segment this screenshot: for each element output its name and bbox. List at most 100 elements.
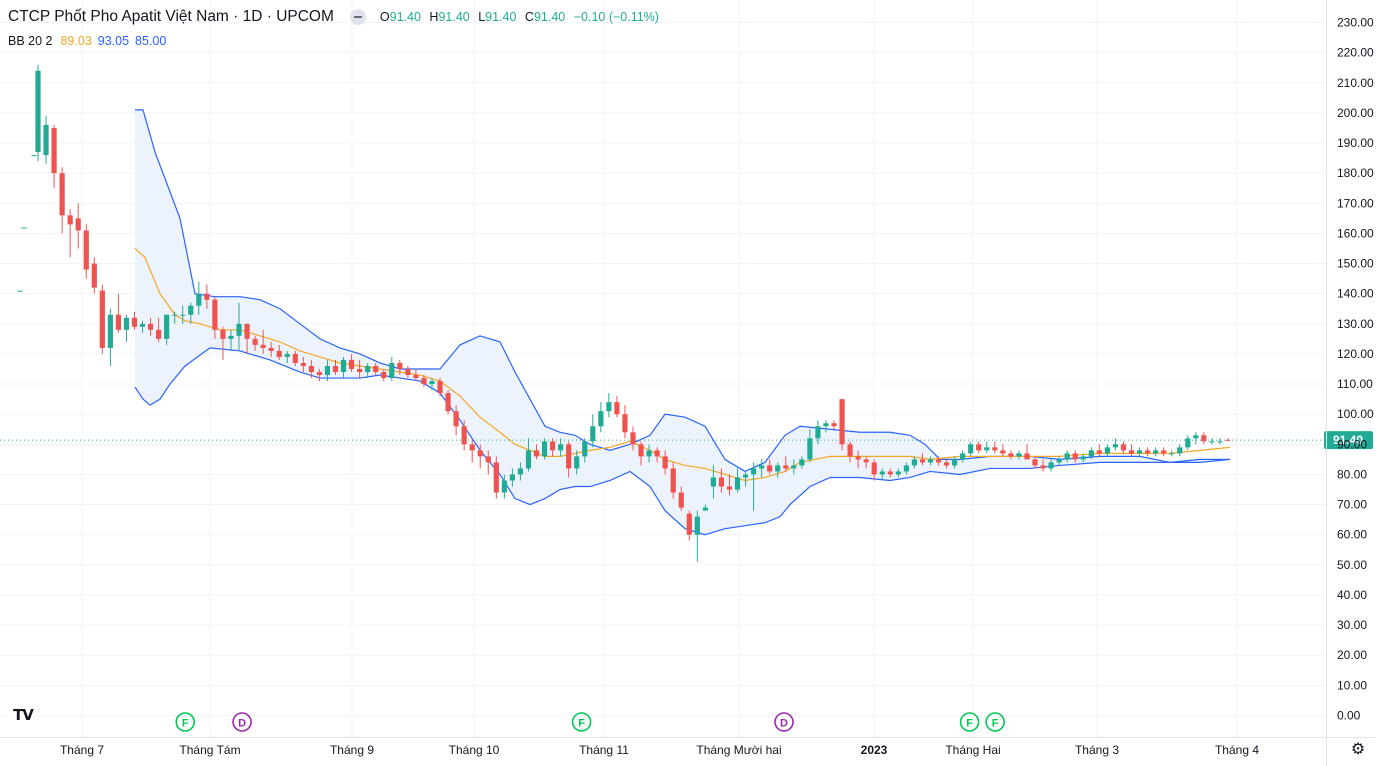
candle xyxy=(421,375,427,388)
candle-body xyxy=(927,459,934,463)
candle xyxy=(1056,456,1062,466)
y-tick-label: 210.00 xyxy=(1337,76,1374,90)
y-tick-label: 40.00 xyxy=(1337,588,1367,602)
candle xyxy=(1040,459,1046,472)
candle-body xyxy=(678,492,684,508)
candle-body xyxy=(437,381,443,394)
candle xyxy=(903,462,909,475)
dividend-marker[interactable]: D xyxy=(232,712,252,732)
candle-body xyxy=(517,468,524,475)
candle-body xyxy=(1217,441,1223,443)
candle xyxy=(1136,447,1143,457)
candle-body xyxy=(759,465,765,469)
candle-body xyxy=(558,444,564,451)
earnings-marker[interactable]: F xyxy=(571,712,592,732)
candle-body xyxy=(35,70,41,153)
candle xyxy=(276,344,282,360)
candle xyxy=(260,329,266,354)
candle xyxy=(606,393,612,418)
candle-body xyxy=(847,444,853,457)
low-label: L xyxy=(478,10,486,24)
candle xyxy=(871,459,877,481)
candle xyxy=(139,320,146,333)
candle-body xyxy=(823,423,829,427)
candle-body xyxy=(710,477,717,487)
candle-body xyxy=(292,353,298,363)
x-tick-label: Tháng 11 xyxy=(579,743,629,757)
candle xyxy=(107,308,113,366)
candle xyxy=(855,450,861,469)
high-label: H xyxy=(429,10,439,24)
candle-body xyxy=(630,432,636,445)
candle xyxy=(751,462,757,511)
event-marker-circle xyxy=(175,712,196,732)
candle xyxy=(895,468,901,478)
y-tick-label: 170.00 xyxy=(1337,196,1374,210)
candle-body xyxy=(172,314,178,316)
candle-body xyxy=(469,444,475,451)
candle xyxy=(75,203,81,249)
indicator-name: BB 20 2 xyxy=(8,34,53,48)
candle-body xyxy=(606,402,612,412)
candle xyxy=(501,474,507,499)
y-tick-label: 200.00 xyxy=(1337,106,1374,120)
candle-body xyxy=(783,465,789,469)
candle-body xyxy=(1024,453,1030,460)
candle xyxy=(156,317,162,342)
candle-body xyxy=(421,378,427,385)
eye-toggle-icon[interactable] xyxy=(349,9,366,25)
candle-body xyxy=(1120,444,1127,451)
candle-body xyxy=(952,459,958,466)
candle xyxy=(549,438,556,457)
candle-body xyxy=(855,456,861,460)
event-marker-letter: F xyxy=(966,718,973,730)
candle xyxy=(823,420,829,433)
earnings-marker[interactable]: F xyxy=(959,712,980,732)
candle-body xyxy=(1000,450,1006,454)
candle-body xyxy=(574,456,580,469)
candle-body xyxy=(99,290,105,348)
candle-body xyxy=(429,381,435,385)
candle-body xyxy=(1048,462,1054,469)
symbol-title[interactable]: CTCP Phốt Pho Apatit Việt Nam · 1D · UPC… xyxy=(8,8,334,25)
candle xyxy=(678,486,684,511)
candle xyxy=(775,462,781,478)
candle xyxy=(268,341,274,357)
candle xyxy=(196,281,202,315)
earnings-marker[interactable]: F xyxy=(985,712,1005,732)
tradingview-logo-icon[interactable]: TV xyxy=(8,702,38,728)
y-tick-label: 30.00 xyxy=(1337,618,1367,632)
candle-body xyxy=(59,173,65,216)
candle xyxy=(131,311,138,330)
dividend-marker[interactable]: D xyxy=(774,712,794,732)
time-axis[interactable]: Tháng 7 Tháng Tám Tháng 9 Tháng 10 Tháng 11 T… xyxy=(0,737,1376,758)
x-tick-label: Tháng 7 xyxy=(60,743,104,757)
candle-body xyxy=(308,365,314,373)
candle xyxy=(1185,435,1191,451)
candle xyxy=(614,396,620,418)
gear-icon[interactable]: ⚙ xyxy=(1350,739,1366,758)
candle xyxy=(389,356,395,382)
event-marker-circle xyxy=(985,712,1005,732)
candle xyxy=(927,456,934,466)
candle xyxy=(1120,441,1127,454)
high-value: 91.40 xyxy=(438,10,470,24)
candle-body xyxy=(751,468,757,475)
candle xyxy=(115,293,122,333)
ohlc-values: O91.40 H91.40 L91.40 C91.40 −0.10 (−0.11… xyxy=(380,10,659,24)
candle xyxy=(381,369,387,382)
candle xyxy=(1209,438,1215,445)
price-axis[interactable]: 0.00 10.00 20.00 30.00 40.00 50.00 60.00 70.00 8… xyxy=(1326,0,1375,766)
earnings-marker[interactable]: F xyxy=(175,712,196,732)
candle xyxy=(83,224,89,279)
last-price-line: 91.40 xyxy=(0,431,1373,450)
candle xyxy=(1008,450,1014,460)
candle xyxy=(453,405,459,436)
candle xyxy=(324,359,331,382)
candle xyxy=(1072,450,1078,463)
x-tick-label: 2023 xyxy=(861,743,888,757)
indicator-legend[interactable]: BB 20 2 89.03 93.05 85.00 xyxy=(8,32,166,50)
candle xyxy=(952,456,958,469)
